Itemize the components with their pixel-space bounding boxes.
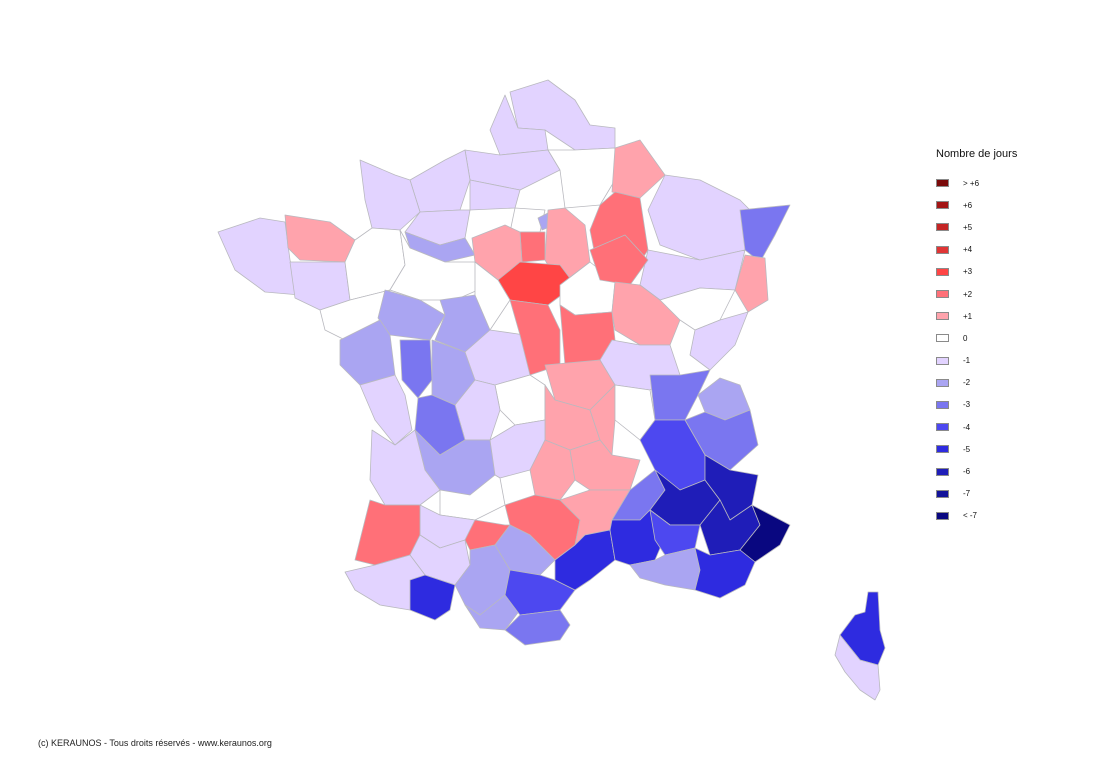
- legend-label: +4: [963, 245, 973, 255]
- legend-item: -5: [936, 438, 1086, 460]
- legend-item: +6: [936, 194, 1086, 216]
- legend-item: +2: [936, 283, 1086, 305]
- legend-label: +6: [963, 200, 973, 210]
- legend-label: -6: [963, 467, 971, 477]
- legend-label: -7: [963, 489, 971, 499]
- legend-item: -1: [936, 350, 1086, 372]
- legend-label: -5: [963, 444, 971, 454]
- legend-item: +1: [936, 305, 1086, 327]
- dept-loire: [589, 384, 616, 456]
- dept-loir-et-cher: [474, 261, 511, 331]
- legend-swatch: [936, 400, 949, 409]
- dept-pyrenees-orientales: [504, 609, 571, 646]
- legend-label: +3: [963, 267, 973, 277]
- legend-item: +5: [936, 216, 1086, 238]
- legend-swatch: [936, 312, 949, 321]
- legend-label: -4: [963, 422, 971, 432]
- legend-item: +3: [936, 261, 1086, 283]
- dept-cotes-darmor: [284, 214, 356, 263]
- legend-label: -1: [963, 356, 971, 366]
- legend-label: +2: [963, 289, 973, 299]
- dept-meuse-moselle: [647, 174, 756, 261]
- legend-item: -4: [936, 416, 1086, 438]
- legend-label: 0: [963, 333, 968, 343]
- dept-creuse: [494, 374, 546, 426]
- dept-var: [694, 547, 756, 599]
- legend-title: Nombre de jours: [936, 148, 1018, 160]
- legend-items: > +6 +6 +5 +4 +3 +2 +1 0 -1 -2 -3 -4 -5 -6 -7 < -7: [936, 172, 1086, 527]
- legend-swatch: [936, 378, 949, 387]
- legend-swatch: [936, 245, 949, 254]
- legend-label: > +6: [963, 178, 980, 188]
- dept-charente-maritime: [359, 374, 413, 446]
- legend-item: -6: [936, 460, 1086, 482]
- legend-item: < -7: [936, 505, 1086, 527]
- legend-swatch: [936, 179, 949, 188]
- legend-item: +4: [936, 239, 1086, 261]
- dept-corse-du-sud: [834, 634, 881, 701]
- legend-item: 0: [936, 327, 1086, 349]
- dept-aube: [589, 234, 649, 286]
- legend-swatch: [936, 423, 949, 432]
- dept-calvados-manche: [359, 159, 421, 231]
- legend-item: -2: [936, 372, 1086, 394]
- dept-aisne: [547, 147, 619, 209]
- legend-label: -2: [963, 378, 971, 388]
- copyright-credit: (c) KERAUNOS - Tous droits réservés - ww…: [38, 738, 272, 748]
- legend-item: > +6: [936, 172, 1086, 194]
- legend-swatch: [936, 467, 949, 476]
- legend-swatch: [936, 445, 949, 454]
- dept-mayenne-sarthe: [389, 229, 479, 301]
- legend-swatch: [936, 489, 949, 498]
- legend-swatch: [936, 223, 949, 232]
- legend-label: +1: [963, 311, 973, 321]
- dept-hautes-pyrenees: [409, 574, 456, 621]
- dept-ardennes: [611, 139, 666, 199]
- dept-doubs-jura: [689, 311, 749, 371]
- dept-yvelines-essonne: [519, 231, 546, 263]
- legend-label: < -7: [963, 511, 978, 521]
- legend-swatch: [936, 334, 949, 343]
- dept-deux-sevres: [399, 339, 433, 399]
- dept-seine-maritime: [409, 149, 471, 213]
- legend-swatch: [936, 201, 949, 210]
- dept-bas-rhin: [739, 204, 791, 263]
- legend-swatch: [936, 290, 949, 299]
- legend-swatch: [936, 511, 949, 520]
- legend-swatch: [936, 267, 949, 276]
- legend-label: -3: [963, 400, 971, 410]
- legend: Nombre de jours > +6 +6 +5 +4 +3 +2 +1 0 -1 -2 -3 -…: [936, 148, 1086, 527]
- dept-haute-loire: [569, 439, 641, 491]
- legend-swatch: [936, 356, 949, 365]
- legend-label: +5: [963, 222, 973, 232]
- legend-item: -7: [936, 483, 1086, 505]
- legend-item: -3: [936, 394, 1086, 416]
